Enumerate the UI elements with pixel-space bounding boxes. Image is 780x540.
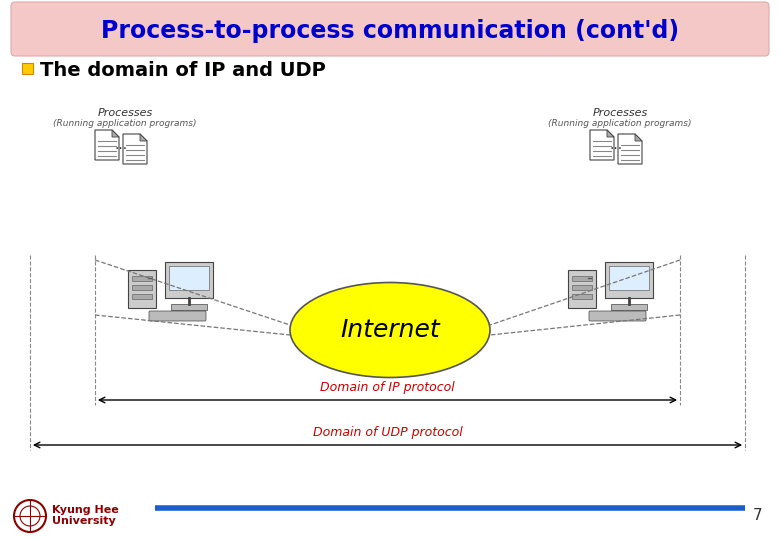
- Polygon shape: [618, 134, 642, 164]
- Bar: [568, 270, 596, 308]
- Text: ...: ...: [609, 138, 622, 152]
- Text: University: University: [52, 516, 115, 526]
- Bar: [132, 285, 152, 290]
- Polygon shape: [590, 130, 614, 160]
- Text: Domain of UDP protocol: Domain of UDP protocol: [313, 426, 463, 439]
- Bar: [605, 262, 653, 298]
- Bar: [165, 262, 213, 298]
- Text: The domain of IP and UDP: The domain of IP and UDP: [40, 60, 326, 79]
- Text: Process-to-process communication (cont'd): Process-to-process communication (cont'd…: [101, 19, 679, 43]
- Bar: [132, 276, 152, 281]
- Text: (Running application programs): (Running application programs): [548, 118, 692, 127]
- Polygon shape: [607, 130, 614, 137]
- Bar: [609, 266, 649, 290]
- Ellipse shape: [290, 282, 490, 377]
- Bar: [572, 294, 592, 299]
- Text: ...: ...: [115, 138, 128, 152]
- Polygon shape: [635, 134, 642, 141]
- Bar: [22, 63, 33, 74]
- Text: Domain of IP protocol: Domain of IP protocol: [320, 381, 455, 394]
- Text: 7: 7: [753, 509, 763, 523]
- Bar: [132, 294, 152, 299]
- Text: Kyung Hee: Kyung Hee: [52, 505, 119, 515]
- Text: Internet: Internet: [340, 318, 440, 342]
- FancyBboxPatch shape: [11, 2, 769, 56]
- Polygon shape: [112, 130, 119, 137]
- Text: (Running application programs): (Running application programs): [53, 118, 197, 127]
- Polygon shape: [140, 134, 147, 141]
- Bar: [611, 304, 647, 310]
- FancyBboxPatch shape: [589, 311, 646, 321]
- Bar: [572, 285, 592, 290]
- Bar: [572, 276, 592, 281]
- FancyBboxPatch shape: [149, 311, 206, 321]
- Polygon shape: [95, 130, 119, 160]
- Text: Processes: Processes: [592, 108, 647, 118]
- Bar: [128, 270, 156, 308]
- Text: Processes: Processes: [98, 108, 153, 118]
- Bar: [169, 266, 209, 290]
- Polygon shape: [123, 134, 147, 164]
- Bar: [171, 304, 207, 310]
